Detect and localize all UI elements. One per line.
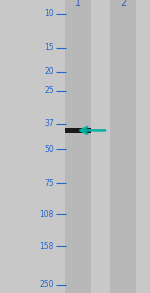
Text: 1: 1 — [75, 0, 81, 8]
Text: 75: 75 — [44, 179, 54, 188]
Text: 20: 20 — [44, 67, 54, 76]
Text: 108: 108 — [40, 209, 54, 219]
Bar — [110, 0, 136, 293]
Text: 158: 158 — [40, 242, 54, 251]
Text: 37: 37 — [44, 119, 54, 128]
Bar — [65, 0, 91, 293]
Text: 50: 50 — [44, 145, 54, 154]
Text: 2: 2 — [120, 0, 126, 8]
Bar — [65, 128, 91, 133]
Text: 15: 15 — [44, 43, 54, 52]
Text: 250: 250 — [39, 280, 54, 289]
Text: 10: 10 — [44, 9, 54, 18]
Text: 25: 25 — [44, 86, 54, 95]
